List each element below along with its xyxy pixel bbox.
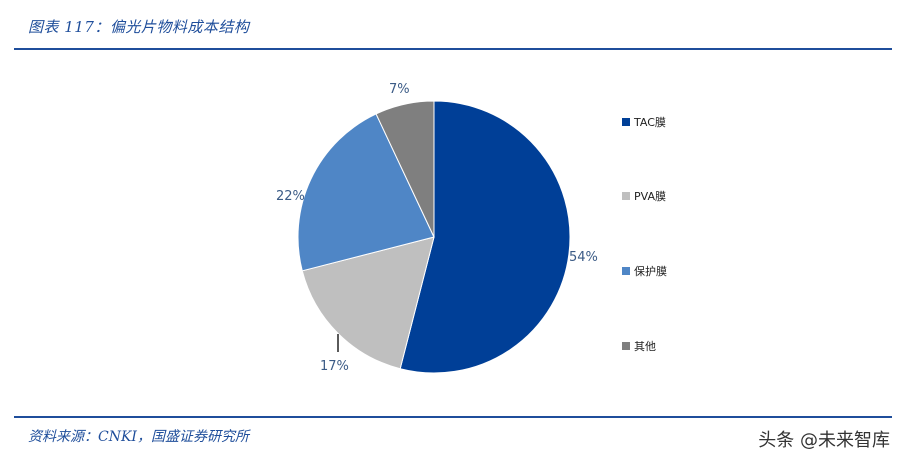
legend-item-tac: TAC膜 [622,114,666,130]
legend-label-tac: TAC膜 [634,116,666,129]
legend-item-other: 其他 [622,338,656,354]
slice-label-pva: 17% [320,359,349,374]
slice-label-protective: 22% [276,189,305,204]
pie-slice-protective [297,113,435,272]
footer-divider [14,416,892,418]
legend-item-protective: 保护膜 [622,263,667,279]
legend-swatch-protective [622,267,630,275]
pie-slice-other [375,100,435,238]
pie-slice-pva [301,236,435,370]
title-divider [14,48,892,50]
source-note: 资料来源：CNKI，国盛证券研究所 [28,429,249,445]
legend-swatch-pva [622,192,630,200]
watermark: 头条 @未来智库 [758,430,890,451]
pie-slice-tac [399,100,571,374]
legend-label-pva: PVA膜 [634,190,666,203]
slice-label-other: 7% [389,82,410,97]
legend-item-pva: PVA膜 [622,188,666,204]
legend-swatch-tac [622,118,630,126]
slice-label-tac: 54% [569,250,598,265]
pie-slices [297,100,571,374]
legend-label-protective: 保护膜 [634,265,667,278]
legend-label-other: 其他 [634,340,656,353]
legend-swatch-other [622,342,630,350]
chart-title: 图表 117：偏光片物料成本结构 [28,18,250,36]
